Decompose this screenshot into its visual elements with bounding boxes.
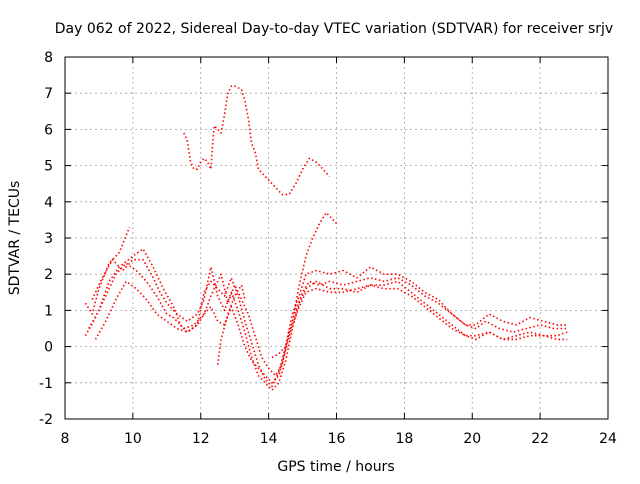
x-tick-label: 18 (395, 431, 413, 447)
series-trace-1 (84, 226, 131, 315)
y-tick-label: -1 (39, 376, 53, 392)
grid-lines (65, 57, 608, 419)
y-axis-label: SDTVAR / TECUs (7, 181, 23, 296)
y-tick-label: 5 (44, 159, 53, 175)
y-tick-label: 0 (44, 340, 53, 356)
series-trace-6 (216, 284, 246, 365)
y-tick-label: 6 (44, 122, 53, 138)
y-tick-label: 1 (44, 303, 53, 319)
x-tick-label: 14 (260, 431, 278, 447)
y-tick-label: 3 (44, 231, 53, 247)
y-tick-label: 4 (44, 195, 53, 211)
y-tick-label: -2 (39, 412, 53, 428)
series-trace-3 (88, 248, 568, 388)
series-trace-4 (91, 258, 568, 391)
chart-title: Day 062 of 2022, Sidereal Day-to-day VTE… (55, 21, 613, 37)
x-tick-label: 20 (463, 431, 481, 447)
x-tick-label: 8 (61, 431, 70, 447)
x-tick-label: 16 (328, 431, 346, 447)
x-tick-label: 12 (192, 431, 210, 447)
x-tick-label: 10 (124, 431, 142, 447)
data-series (84, 85, 568, 391)
series-trace-8 (183, 85, 331, 196)
x-tick-label: 24 (599, 431, 617, 447)
x-tick-label: 22 (531, 431, 549, 447)
y-tick-label: 8 (44, 50, 53, 66)
y-tick-label: 7 (44, 86, 53, 102)
series-trace-5 (94, 280, 568, 384)
series-trace-2 (84, 262, 568, 377)
y-tick-label: 2 (44, 267, 53, 283)
x-axis-label: GPS time / hours (277, 459, 394, 475)
series-trace-7 (271, 211, 338, 359)
